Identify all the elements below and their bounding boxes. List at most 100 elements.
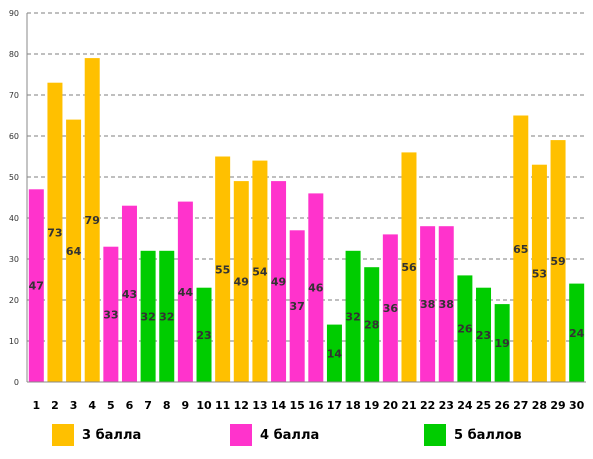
bar-value-label: 43 — [122, 288, 137, 301]
y-tick-label: 70 — [9, 91, 19, 100]
bar-value-label: 56 — [401, 261, 417, 274]
legend-label-3: 3 балла — [82, 427, 142, 443]
x-tick-label: 22 — [420, 399, 435, 412]
x-tick-label: 18 — [345, 399, 360, 412]
bar-value-label: 47 — [29, 280, 44, 293]
y-axis-tick-labels: 0 10 20 30 40 50 60 70 80 90 — [9, 9, 19, 387]
bar — [550, 140, 566, 382]
bar — [159, 250, 175, 382]
bar — [103, 246, 119, 382]
bar-value-label: 32 — [159, 310, 174, 323]
x-axis-tick-labels: 1 2 3 4 5 6 7 8 9 10 11 12 13 14 15 16 17 18 19 20 21 22 23 24 2… — [32, 399, 584, 412]
bar — [140, 250, 156, 382]
bar — [382, 234, 398, 382]
x-tick-label: 15 — [290, 399, 305, 412]
bar — [271, 181, 287, 382]
bar-value-label: 38 — [439, 298, 454, 311]
y-tick-label: 50 — [9, 173, 19, 182]
bar-value-label: 55 — [215, 263, 230, 276]
bar — [420, 226, 436, 382]
x-tick-label: 12 — [234, 399, 249, 412]
bar-value-label: 33 — [103, 308, 118, 321]
bar — [531, 164, 547, 382]
bar — [457, 275, 473, 382]
legend-item-5: 5 баллов — [424, 424, 522, 446]
y-tick-label: 80 — [9, 50, 19, 59]
legend-label-4: 4 балла — [260, 427, 320, 443]
bar-value-label: 23 — [196, 329, 211, 342]
bar-value-label: 23 — [476, 329, 491, 342]
bar — [569, 283, 585, 382]
bar — [252, 160, 268, 382]
bar-value-label: 73 — [47, 226, 62, 239]
bar-value-label: 44 — [178, 286, 194, 299]
x-tick-label: 5 — [107, 399, 115, 412]
bar-value-label: 49 — [234, 276, 249, 289]
y-tick-label: 20 — [9, 296, 19, 305]
x-tick-label: 7 — [144, 399, 152, 412]
x-tick-label: 9 — [182, 399, 190, 412]
x-tick-label: 2 — [51, 399, 59, 412]
x-tick-label: 3 — [70, 399, 78, 412]
bar — [177, 201, 193, 382]
x-tick-label: 11 — [215, 399, 230, 412]
bar-value-label: 79 — [85, 214, 100, 227]
x-tick-label: 24 — [457, 399, 473, 412]
bar-value-label: 37 — [290, 300, 305, 313]
y-tick-label: 10 — [9, 337, 19, 346]
x-tick-label: 25 — [476, 399, 491, 412]
bar-value-label: 14 — [327, 347, 343, 360]
legend-swatch-5 — [424, 424, 446, 446]
y-tick-label: 40 — [9, 214, 19, 223]
gridlines — [27, 12, 586, 342]
bar-value-label: 28 — [364, 319, 379, 332]
bar — [308, 193, 324, 382]
bar-value-label: 54 — [252, 265, 268, 278]
bar-value-label: 32 — [140, 310, 155, 323]
legend-item-4: 4 балла — [230, 424, 319, 446]
bar-value-label: 38 — [420, 298, 435, 311]
x-tick-label: 10 — [196, 399, 212, 412]
x-tick-label: 19 — [364, 399, 379, 412]
bar — [47, 82, 63, 382]
bar-value-label: 49 — [271, 276, 286, 289]
x-tick-label: 8 — [163, 399, 171, 412]
bar — [289, 230, 305, 382]
bar — [345, 250, 361, 382]
bar — [196, 287, 212, 382]
x-tick-label: 6 — [126, 399, 134, 412]
bars — [28, 58, 585, 382]
bar — [28, 189, 44, 382]
y-tick-label: 90 — [9, 9, 19, 18]
bar-value-label: 46 — [308, 282, 324, 295]
x-tick-label: 26 — [494, 399, 510, 412]
legend-label-5: 5 баллов — [454, 427, 522, 443]
bar-value-label: 19 — [494, 337, 509, 350]
legend-swatch-4 — [230, 424, 252, 446]
bar — [438, 226, 454, 382]
y-tick-label: 60 — [9, 132, 19, 141]
bar-value-label: 64 — [66, 245, 82, 258]
bar — [121, 205, 137, 382]
bar-value-label: 65 — [513, 243, 528, 256]
x-tick-label: 16 — [308, 399, 324, 412]
bar — [66, 119, 82, 382]
x-tick-label: 20 — [383, 399, 399, 412]
x-tick-label: 28 — [532, 399, 547, 412]
x-tick-label: 30 — [569, 399, 585, 412]
bar-value-label: 32 — [345, 310, 360, 323]
bar-value-label: 53 — [532, 267, 547, 280]
x-tick-label: 29 — [550, 399, 565, 412]
bar — [326, 324, 342, 382]
bar — [215, 156, 231, 382]
legend-swatch-3 — [52, 424, 74, 446]
y-tick-label: 0 — [14, 378, 19, 387]
bar-value-label: 59 — [550, 255, 565, 268]
x-tick-label: 4 — [88, 399, 96, 412]
bar — [84, 58, 100, 382]
y-tick-label: 30 — [9, 255, 19, 264]
bar — [494, 304, 510, 382]
bar — [364, 267, 380, 382]
x-tick-label: 17 — [327, 399, 342, 412]
